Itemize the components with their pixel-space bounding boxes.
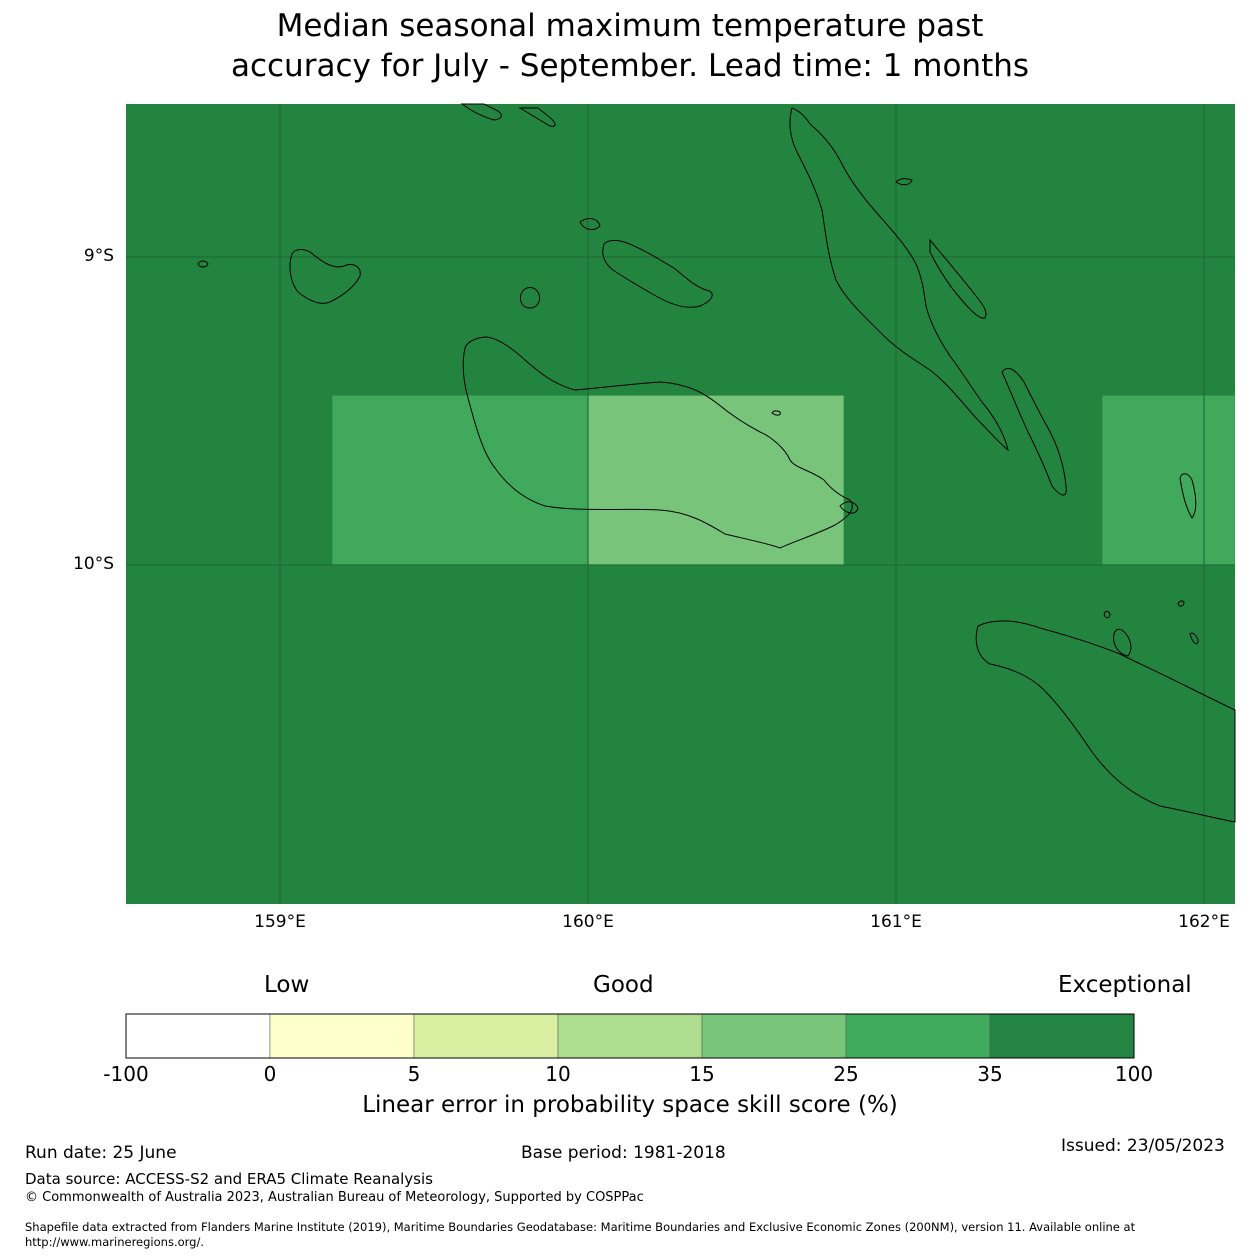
lon-tick-label: 159°E [254, 912, 306, 932]
data-source: Data source: ACCESS-S2 and ERA5 Climate … [25, 1170, 433, 1188]
lon-tick-label: 160°E [562, 912, 614, 932]
colorbar-tick-label: -100 [103, 1062, 149, 1086]
coastline-malaita [1001, 367, 1067, 496]
coastline-islet-east-5 [1189, 632, 1199, 645]
copyright: © Commonwealth of Australia 2023, Austra… [25, 1190, 644, 1205]
coastline-nggela [602, 239, 713, 308]
colorbar-tick-label: 100 [1114, 1062, 1154, 1086]
colorbar-tick-label: 5 [407, 1062, 421, 1086]
coastline-islet-mid [771, 410, 781, 416]
lon-tick-label: 162°E [1178, 912, 1230, 932]
colorbar-tick-label: 0 [263, 1062, 277, 1086]
coastline-north-islet-1 [460, 103, 502, 121]
coastline-guadalcanal [462, 336, 853, 549]
lat-tick-label: 10°S [73, 554, 114, 574]
colorbar-tick-label: 25 [833, 1062, 859, 1086]
colorbar-tick-label: 10 [545, 1062, 571, 1086]
legend-low-label: Low [264, 972, 310, 998]
coastline-islet-east-1 [1179, 473, 1197, 519]
colorbar-tick-label: 15 [689, 1062, 715, 1086]
title-line-2: accuracy for July - September. Lead time… [230, 48, 1030, 84]
shapefile-credit: Shapefile data extracted from Flanders M… [25, 1220, 1136, 1234]
skill-cell-2 [1102, 395, 1235, 565]
coastline-islet-nw [895, 178, 913, 186]
colorbar-label: Linear error in probability space skill … [362, 1092, 898, 1118]
legend-exceptional-label: Exceptional [1058, 972, 1192, 998]
coastline-north-islet-2 [518, 107, 556, 127]
lat-tick-label: 9°S [83, 246, 114, 266]
skill-cells [332, 395, 1235, 565]
coastline-savo [519, 287, 541, 309]
gridlines [126, 104, 1235, 904]
coastline-islet-east-4 [1103, 610, 1111, 619]
chart-title: Median seasonal maximum temperature past… [0, 6, 1260, 86]
base-period: Base period: 1981-2018 [521, 1143, 726, 1163]
skill-cell-1 [588, 395, 844, 565]
lon-tick-label: 161°E [870, 912, 922, 932]
coastlines [197, 103, 1236, 823]
coastline-santa-isabel [789, 107, 1009, 452]
coastline-islet-east-3 [1177, 600, 1185, 607]
coastline-santa-isabel-east [929, 238, 987, 319]
coastline-makira [975, 620, 1236, 823]
skill-cell-0 [332, 395, 588, 565]
issued-date: Issued: 23/05/2023 [1061, 1136, 1225, 1156]
coastline-islet-east-2 [1113, 628, 1132, 657]
coastline-islet-guadal-e [839, 501, 859, 514]
shapefile-url: http://www.marineregions.org/. [25, 1235, 204, 1249]
legend-good-label: Good [593, 972, 654, 998]
run-date: Run date: 25 June [25, 1143, 177, 1163]
title-line-1: Median seasonal maximum temperature past [276, 8, 984, 44]
colorbar-tick-label: 35 [977, 1062, 1003, 1086]
coastline-tulagi [579, 218, 601, 230]
coastline-islet-west [197, 260, 209, 268]
coastline-russell-islands [289, 249, 361, 304]
